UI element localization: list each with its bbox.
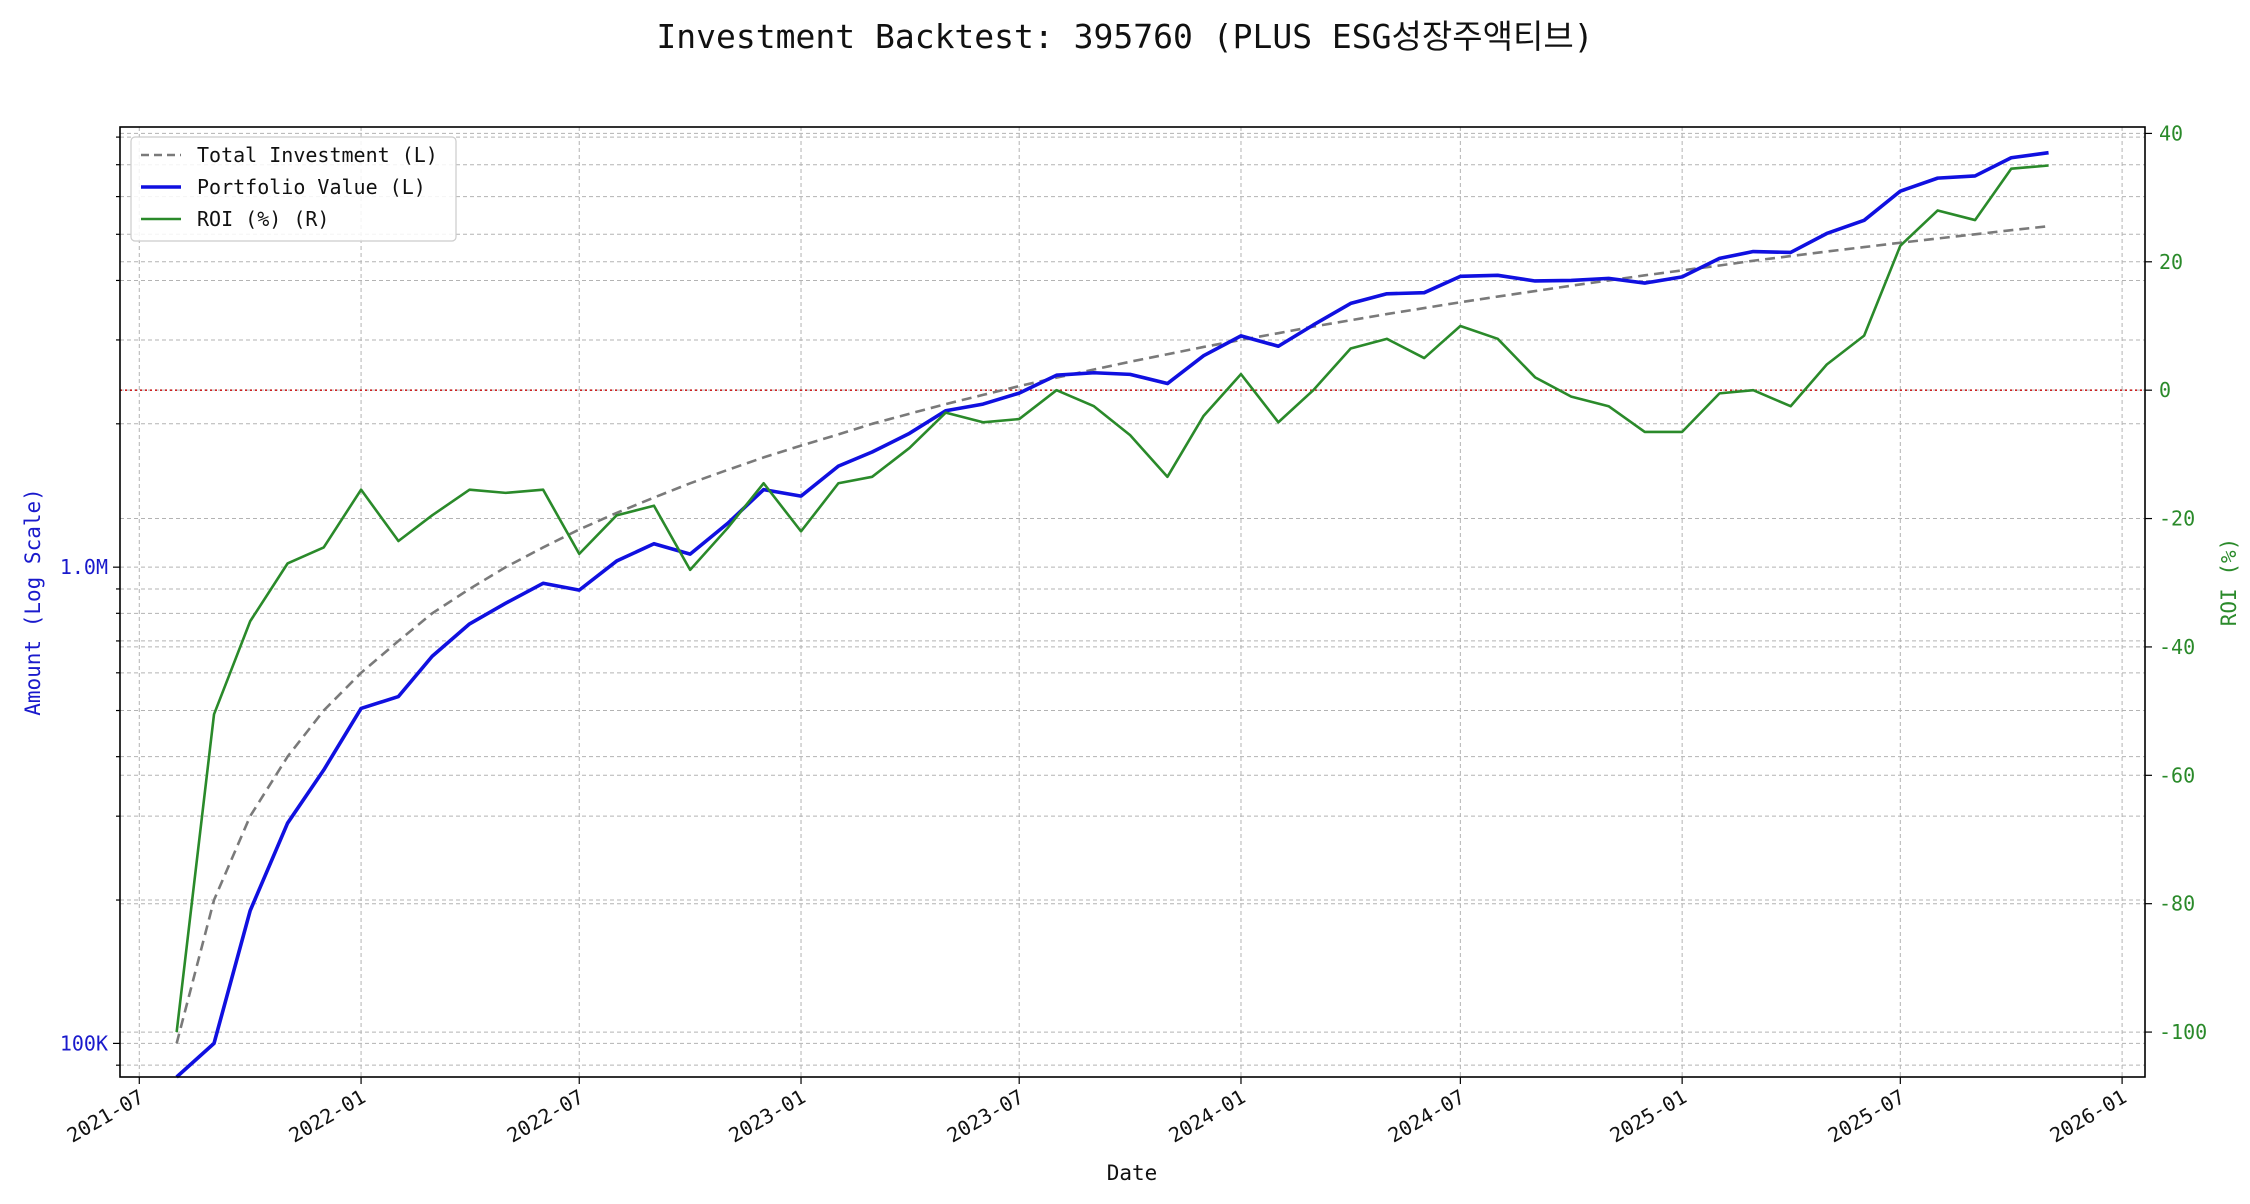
y-left-tick-label: 1.0M [60,555,108,579]
right-y-axis-label: ROI (%) [2217,538,2241,627]
roi-line [175,164,2049,1033]
grid-layer [120,127,2145,1077]
left-y-axis-label: Amount (Log Scale) [21,488,45,716]
y-right-tick-label: -100 [2159,1020,2207,1044]
legend-box [130,136,457,242]
chart-title: Investment Backtest: 395760 (PLUS ESG성장주… [656,17,1593,56]
portfolio-value-line [175,150,2049,1079]
plot-frame [119,126,2146,1078]
legend-item-portfolio-value-label: Portfolio Value (L) [197,175,426,199]
y-right-tick-label: -60 [2159,763,2195,787]
legend-item-total-investment-label: Total Investment (L) [197,143,438,167]
x-axis-label: Date [1107,1161,1158,1185]
y-right-tick-label: -40 [2159,635,2195,659]
y-right-tick-label: 40 [2159,121,2183,145]
legend: Total Investment (L) Portfolio Value (L) R… [130,136,457,242]
series-layer [175,150,2049,1079]
y-right-tick-label: -80 [2159,892,2195,916]
y-right-tick-label: -20 [2159,507,2195,531]
legend-item-roi-label: ROI (%) (R) [197,207,329,231]
y-right-tick-label: 0 [2159,378,2171,402]
total-investment-line [175,224,2049,1044]
y-left-tick-label: 100K [60,1031,108,1055]
y-right-tick-label: 20 [2159,250,2183,274]
